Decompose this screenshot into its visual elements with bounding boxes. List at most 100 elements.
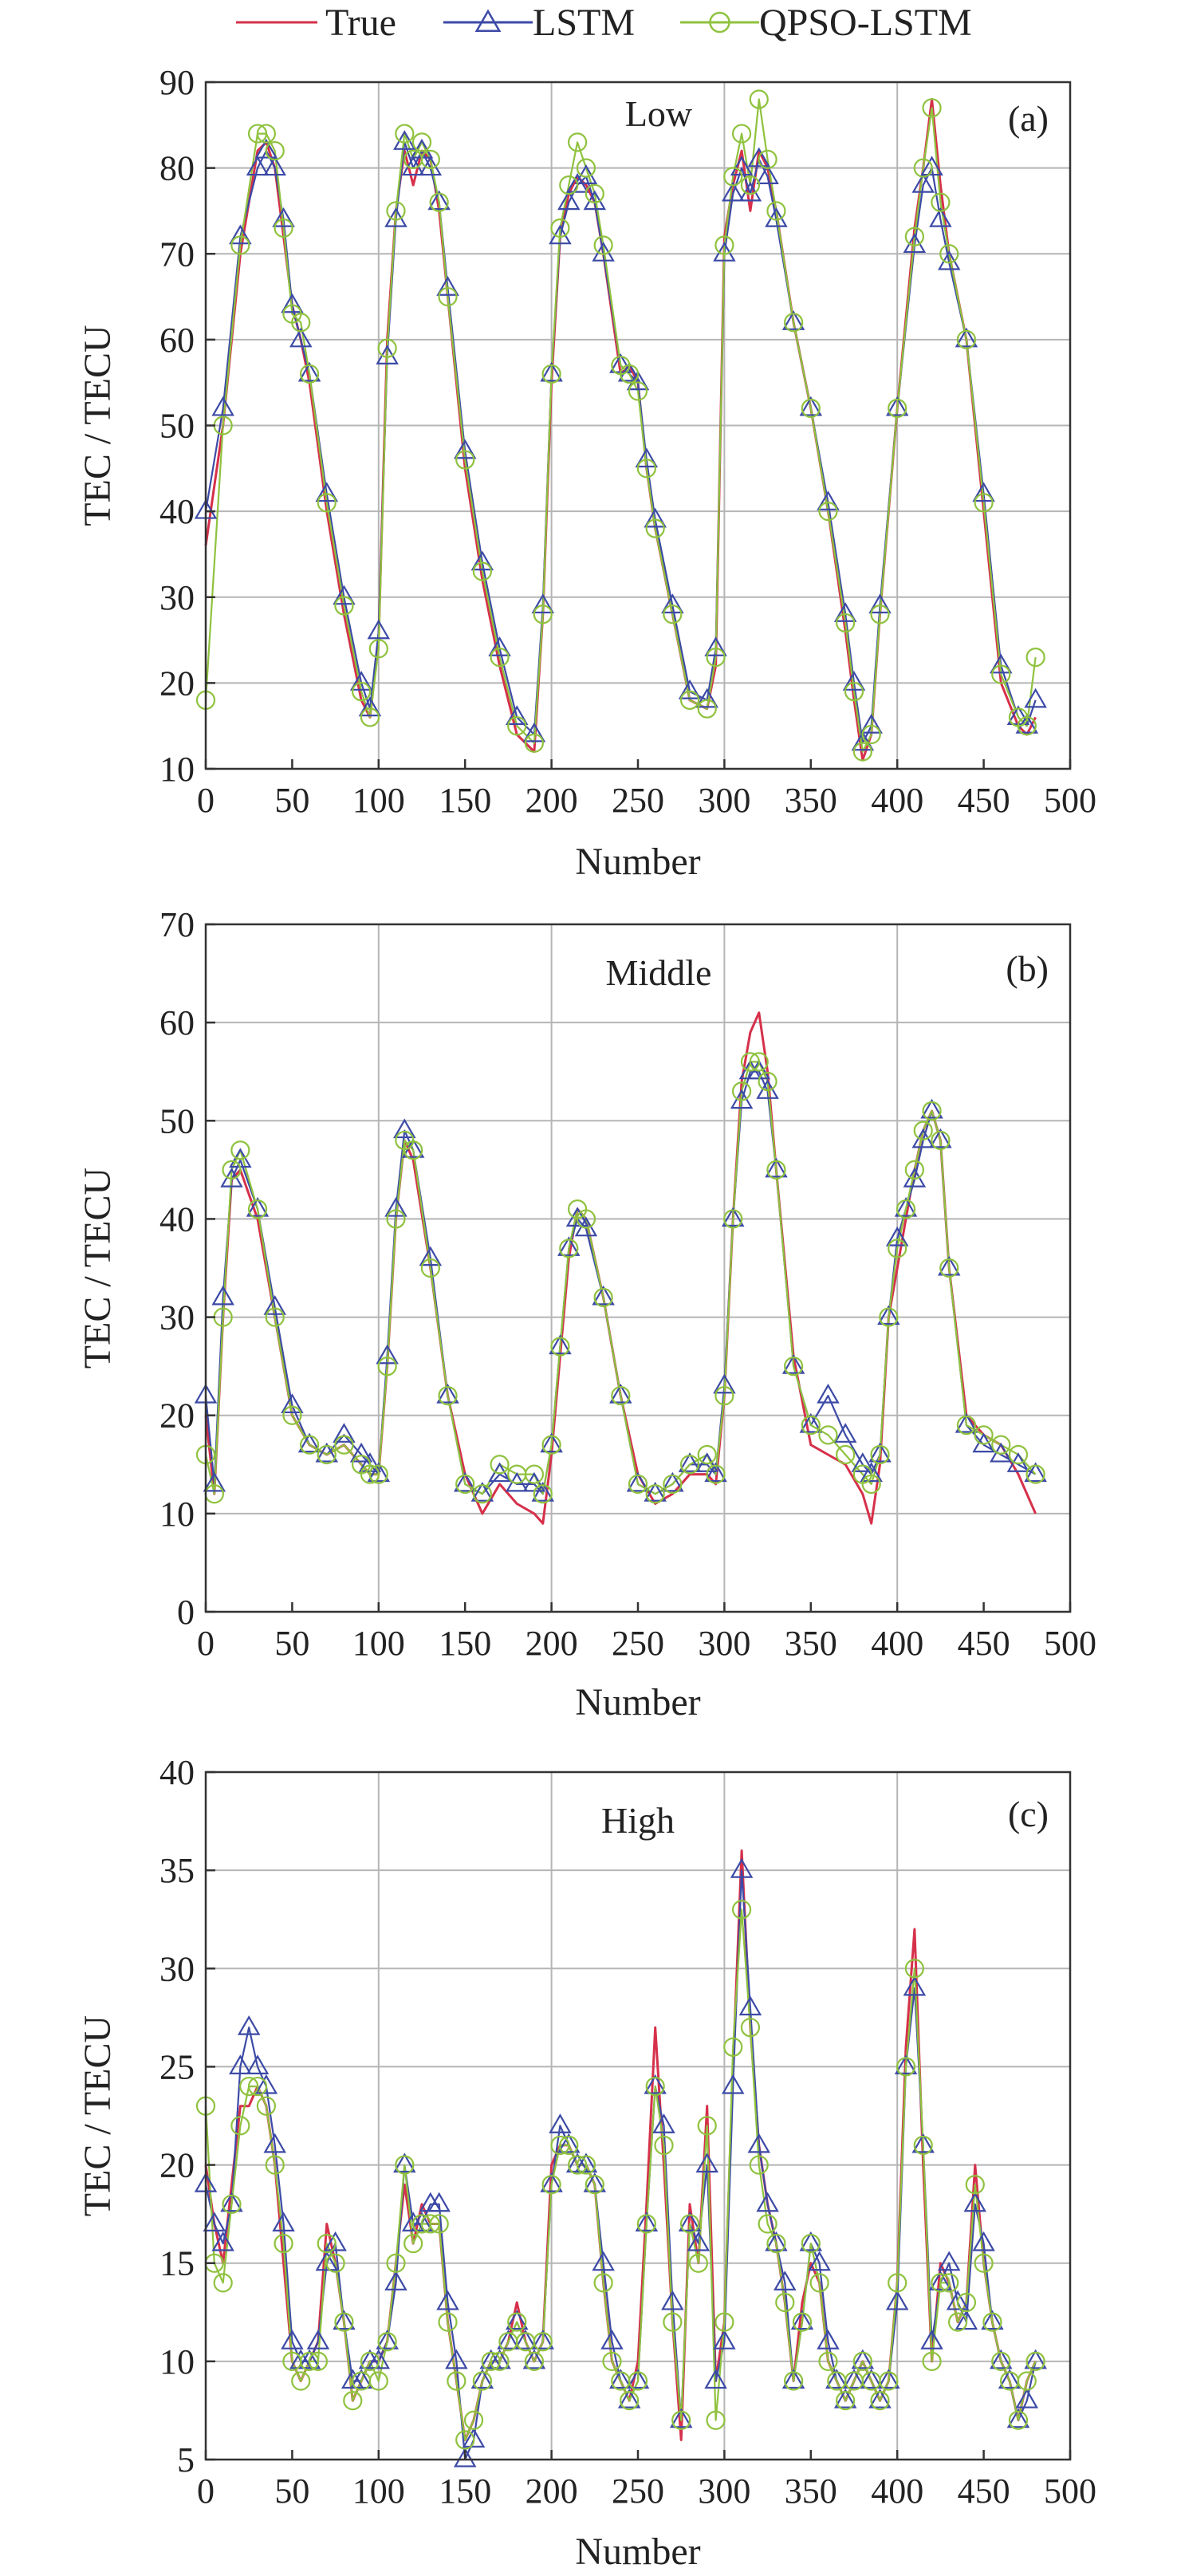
data-point-qpso-lstm — [299, 1435, 320, 1455]
data-point-qpso-lstm — [247, 2076, 268, 2097]
legend-label-qpso-lstm: QPSO-LSTM — [759, 2, 972, 44]
data-point-qpso-lstm — [974, 493, 994, 513]
data-point-qpso-lstm — [1025, 1464, 1045, 1484]
data-point-lstm — [704, 1462, 727, 1483]
x-tick-label: 350 — [785, 1624, 837, 1663]
data-point-qpso-lstm — [1017, 716, 1037, 736]
data-point-lstm — [384, 1196, 407, 1217]
data-point-qpso-lstm — [888, 1239, 907, 1258]
data-point-lstm — [549, 2113, 572, 2133]
data-point-qpso-lstm — [377, 2332, 397, 2352]
data-point-qpso-lstm — [784, 1357, 804, 1377]
data-point-qpso-lstm — [809, 2273, 829, 2293]
data-point-lstm — [470, 1482, 494, 1502]
data-point-lstm — [333, 2310, 356, 2330]
data-point-qpso-lstm — [230, 2116, 250, 2136]
data-point-qpso-lstm — [679, 2214, 700, 2234]
y-tick-label: 80 — [159, 149, 195, 188]
data-point-qpso-lstm — [870, 2391, 890, 2411]
series-line-qpso-lstm — [204, 1061, 1037, 1495]
x-tick-label: 150 — [439, 2472, 491, 2511]
data-point-lstm — [955, 327, 978, 348]
series-markers-qpso-lstm — [195, 1900, 1045, 2450]
data-point-lstm — [211, 396, 234, 416]
series-line-true — [204, 1849, 1037, 2441]
data-point-lstm — [669, 2408, 693, 2428]
data-point-lstm — [911, 172, 935, 193]
x-tick-label: 500 — [1044, 1624, 1096, 1663]
data-point-qpso-lstm — [723, 167, 743, 187]
x-tick-label: 200 — [526, 2472, 578, 2511]
data-point-qpso-lstm — [386, 1209, 406, 1229]
data-point-lstm — [281, 2330, 304, 2350]
data-point-qpso-lstm — [913, 1121, 933, 1140]
data-point-qpso-lstm — [749, 1052, 769, 1072]
data-point-lstm — [877, 2369, 900, 2389]
data-point-lstm — [557, 1236, 581, 1256]
data-point-qpso-lstm — [420, 149, 440, 169]
x-tick-label: 400 — [871, 2472, 923, 2511]
data-point-qpso-lstm — [731, 124, 752, 144]
data-point-qpso-lstm — [974, 2253, 994, 2273]
data-point-lstm — [497, 2330, 520, 2350]
data-point-qpso-lstm — [593, 2273, 613, 2293]
region-label: Low — [625, 93, 693, 134]
legend-label-true: True — [325, 2, 396, 44]
data-point-qpso-lstm — [645, 2076, 665, 2097]
data-point-lstm — [315, 2251, 339, 2271]
data-point-qpso-lstm — [334, 2312, 354, 2332]
data-point-qpso-lstm — [386, 2253, 406, 2273]
data-point-qpso-lstm — [922, 1101, 942, 1121]
data-point-qpso-lstm — [784, 313, 804, 333]
data-point-lstm — [531, 2330, 555, 2350]
data-point-lstm — [1006, 2408, 1030, 2428]
data-point-qpso-lstm — [836, 2391, 856, 2411]
data-point-lstm — [799, 1412, 823, 1433]
data-point-lstm — [644, 507, 667, 528]
data-point-lstm — [885, 396, 909, 416]
y-axis-title: TEC / TECU — [77, 325, 119, 526]
data-point-lstm — [540, 1432, 563, 1453]
data-point-lstm — [445, 2349, 468, 2369]
data-point-lstm — [990, 653, 1013, 674]
x-tick-label: 300 — [698, 2472, 750, 2511]
data-point-lstm — [376, 1344, 399, 1365]
data-point-qpso-lstm — [784, 2371, 804, 2391]
data-point-qpso-lstm — [334, 1435, 354, 1455]
data-point-qpso-lstm — [368, 1464, 388, 1484]
data-point-lstm — [349, 671, 373, 691]
data-point-qpso-lstm — [403, 2233, 423, 2254]
data-point-qpso-lstm — [896, 1199, 916, 1219]
data-point-qpso-lstm — [671, 2410, 691, 2430]
data-point-qpso-lstm — [836, 1444, 856, 1465]
data-point-lstm — [349, 2369, 373, 2389]
data-point-qpso-lstm — [395, 124, 415, 144]
legend-triangle-marker — [474, 9, 502, 32]
data-point-qpso-lstm — [265, 1307, 285, 1327]
data-point-lstm — [833, 2388, 857, 2409]
data-point-lstm — [626, 2369, 650, 2389]
data-point-lstm — [929, 2271, 952, 2290]
data-point-lstm — [661, 2290, 684, 2310]
series-group — [194, 1849, 1047, 2468]
series-markers-qpso-lstm — [195, 1052, 1045, 1504]
data-point-lstm — [453, 1471, 477, 1492]
data-point-qpso-lstm — [247, 1199, 268, 1219]
data-point-qpso-lstm — [455, 450, 475, 470]
data-point-lstm — [808, 2251, 831, 2271]
data-point-qpso-lstm — [230, 1140, 250, 1160]
data-point-lstm — [592, 1285, 615, 1306]
x-tick-label: 50 — [274, 2472, 309, 2511]
data-point-lstm — [488, 636, 511, 656]
data-point-qpso-lstm — [490, 647, 510, 668]
data-point-lstm — [885, 2290, 909, 2310]
data-point-lstm — [842, 2369, 866, 2389]
y-tick-label: 5 — [177, 2440, 195, 2479]
data-point-qpso-lstm — [663, 2312, 683, 2332]
x-axis-title: Number — [575, 1681, 700, 1723]
data-point-lstm — [333, 585, 356, 605]
data-point-qpso-lstm — [956, 1415, 977, 1436]
data-point-lstm — [522, 2349, 546, 2369]
data-point-qpso-lstm — [931, 1130, 951, 1151]
